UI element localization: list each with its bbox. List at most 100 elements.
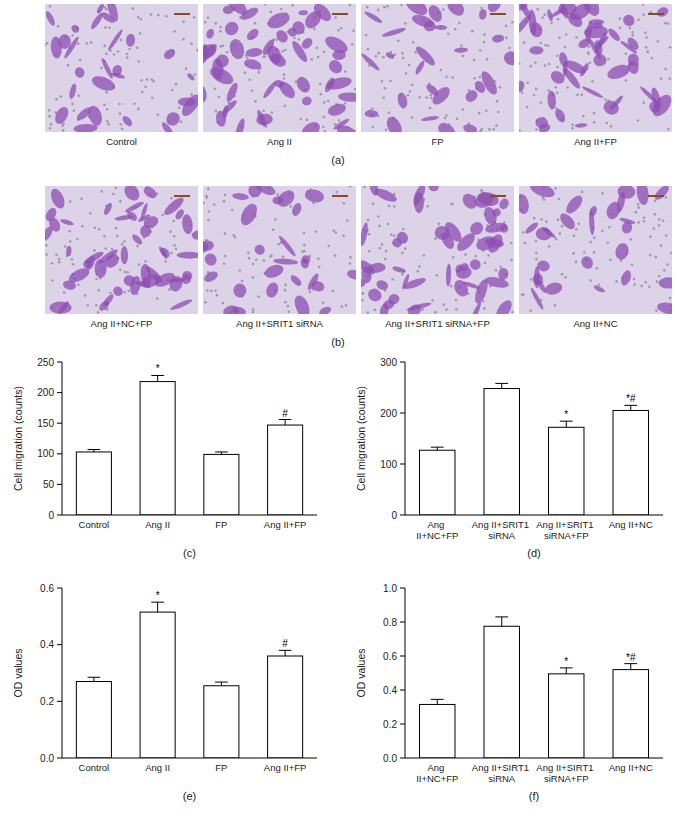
error-bar bbox=[431, 447, 444, 450]
y-tick-label: 150 bbox=[37, 418, 54, 429]
pore bbox=[615, 280, 618, 283]
x-tick-label: FP bbox=[215, 519, 227, 530]
pore bbox=[557, 218, 560, 221]
error-bar bbox=[431, 699, 444, 704]
significance: * bbox=[564, 409, 568, 420]
cell bbox=[290, 39, 310, 64]
caption: Ang II+SRIT1 siRNA bbox=[236, 318, 324, 329]
cell bbox=[294, 74, 313, 95]
pore bbox=[658, 224, 661, 227]
cell bbox=[181, 214, 194, 235]
pore bbox=[169, 230, 172, 233]
cell bbox=[177, 252, 198, 259]
pore bbox=[587, 51, 590, 54]
cell bbox=[100, 57, 115, 80]
pore bbox=[234, 236, 237, 239]
pore bbox=[332, 229, 335, 232]
pore bbox=[561, 273, 564, 276]
pore bbox=[317, 56, 320, 59]
pore bbox=[257, 295, 260, 298]
cell bbox=[186, 72, 195, 81]
y-tick bbox=[400, 464, 405, 465]
pore bbox=[365, 34, 368, 37]
label-line: II+NC+FP bbox=[416, 773, 458, 784]
pore bbox=[121, 127, 124, 130]
pore bbox=[607, 58, 610, 61]
cell bbox=[332, 50, 346, 61]
pore bbox=[564, 276, 567, 279]
pore bbox=[331, 290, 334, 293]
pore bbox=[108, 27, 111, 30]
cell bbox=[500, 224, 509, 233]
pore bbox=[63, 291, 66, 294]
y-tick-label: 0.6 bbox=[40, 583, 54, 594]
pore bbox=[58, 258, 61, 261]
x-tick-label: Ang II bbox=[145, 519, 170, 530]
x-tick-label: Control bbox=[79, 519, 110, 530]
cell bbox=[292, 293, 313, 314]
y-tick-label: 200 bbox=[380, 408, 397, 419]
pore bbox=[487, 254, 490, 257]
pore bbox=[456, 117, 459, 120]
pore bbox=[496, 100, 499, 103]
cell bbox=[346, 268, 356, 281]
bar bbox=[420, 450, 455, 515]
pore bbox=[205, 195, 208, 198]
pore bbox=[239, 269, 242, 272]
cell bbox=[139, 224, 152, 238]
pore bbox=[324, 130, 327, 132]
error-bar bbox=[495, 383, 508, 388]
pore bbox=[50, 123, 53, 126]
caption: Ang II+SRIT1 siRNA+FP bbox=[385, 318, 490, 329]
x-tick-label: Ang II+SIRT1 siRNA bbox=[472, 762, 532, 784]
pore bbox=[642, 13, 645, 16]
y-tick-label: 300 bbox=[380, 357, 397, 368]
cell bbox=[604, 200, 623, 222]
pore bbox=[327, 100, 330, 103]
y-tick-label: 100 bbox=[380, 459, 397, 470]
pore bbox=[575, 36, 578, 39]
error-bar bbox=[279, 420, 292, 426]
y-tick-label: 0 bbox=[48, 510, 54, 521]
pore bbox=[372, 202, 375, 205]
scale-bar bbox=[174, 13, 190, 15]
pore bbox=[519, 129, 521, 132]
cell bbox=[653, 186, 672, 202]
cell bbox=[384, 114, 405, 132]
cell bbox=[48, 187, 67, 211]
pore bbox=[334, 123, 337, 126]
pore bbox=[222, 302, 225, 305]
cell bbox=[70, 23, 80, 34]
figure: ControlAng IIFPAng II+FP(a)Ang II+NC+FPA… bbox=[0, 0, 677, 825]
cell bbox=[519, 14, 532, 37]
cell bbox=[338, 92, 356, 102]
pore bbox=[157, 14, 160, 17]
pore bbox=[646, 50, 649, 53]
pore bbox=[529, 309, 532, 312]
bar bbox=[76, 682, 111, 759]
micrograph bbox=[198, 0, 363, 142]
bar bbox=[268, 656, 303, 758]
pore bbox=[589, 61, 592, 64]
pore bbox=[72, 263, 75, 266]
pore bbox=[244, 71, 247, 74]
cell bbox=[263, 262, 286, 280]
pore bbox=[555, 86, 558, 89]
pore bbox=[555, 238, 558, 241]
bar bbox=[484, 626, 519, 758]
pore bbox=[282, 256, 285, 259]
cell bbox=[424, 21, 436, 32]
pore bbox=[303, 250, 306, 253]
pore bbox=[541, 16, 544, 19]
pore bbox=[62, 129, 65, 132]
bar bbox=[613, 410, 648, 515]
panel-label: (d) bbox=[527, 547, 540, 559]
pore bbox=[407, 94, 410, 97]
cell bbox=[326, 102, 347, 118]
pore bbox=[581, 191, 584, 194]
pore bbox=[105, 91, 108, 94]
pore bbox=[310, 58, 313, 61]
pore bbox=[77, 42, 80, 45]
pore bbox=[95, 278, 98, 281]
pore bbox=[106, 108, 109, 111]
